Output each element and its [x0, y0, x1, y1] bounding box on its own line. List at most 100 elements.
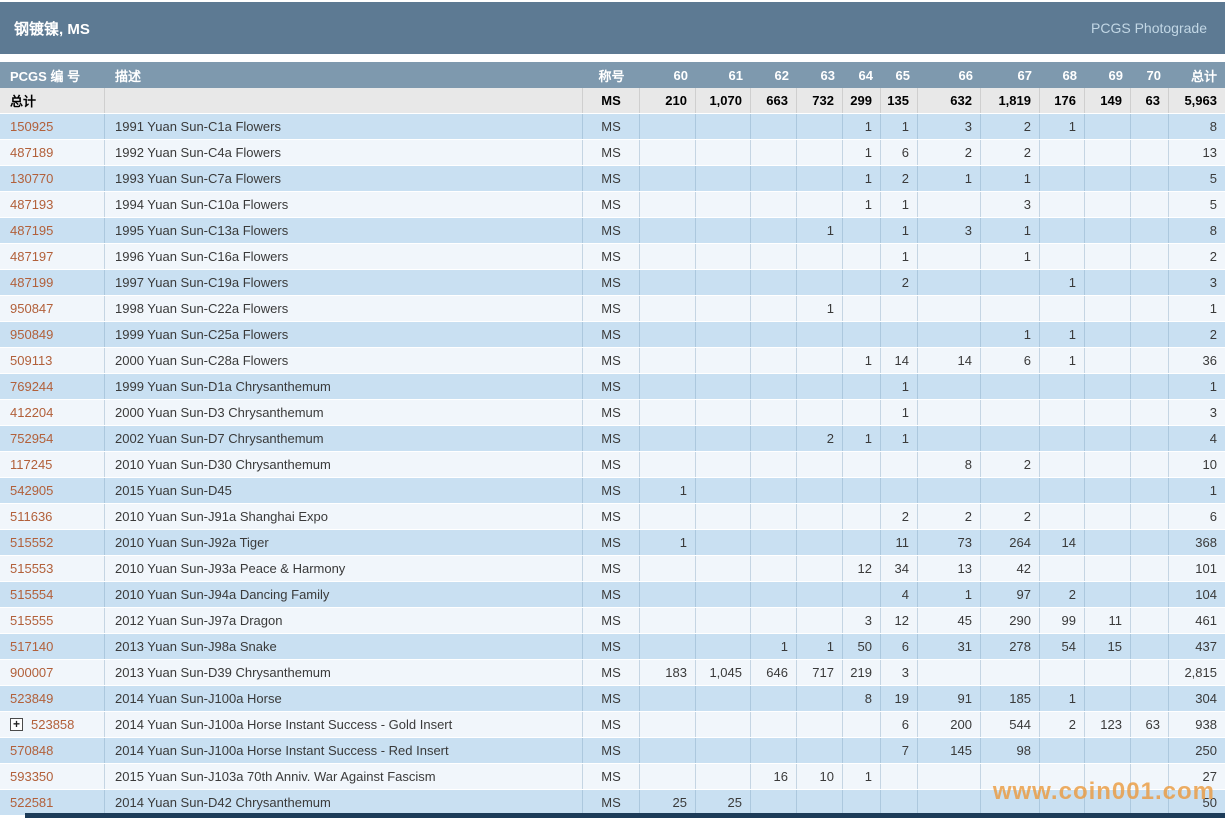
designation-cell: MS [583, 478, 640, 503]
pcgs-number-link[interactable]: 487199 [10, 275, 54, 290]
totals-grade-63: 732 [797, 88, 843, 113]
pcgs-number-cell: 487195 [0, 218, 105, 243]
grade-cell-63: 1 [797, 218, 843, 243]
grade-cell-69 [1085, 140, 1131, 165]
pcgs-number-link[interactable]: 515555 [10, 613, 54, 628]
pcgs-number-link[interactable]: 412204 [10, 405, 54, 420]
grade-cell-62 [751, 374, 797, 399]
pcgs-number-link[interactable]: 150925 [10, 119, 54, 134]
designation-cell: MS [583, 244, 640, 269]
designation-cell: MS [583, 114, 640, 139]
grade-cell-68 [1040, 504, 1085, 529]
grade-cell-68: 1 [1040, 114, 1085, 139]
grade-cell-69 [1085, 400, 1131, 425]
pcgs-number-link[interactable]: 487197 [10, 249, 54, 264]
pcgs-number-link[interactable]: 900007 [10, 665, 54, 680]
grade-cell-63 [797, 530, 843, 555]
grade-cell-61 [696, 140, 751, 165]
pcgs-number-cell: 593350 [0, 764, 105, 789]
pcgs-number-cell: 487199 [0, 270, 105, 295]
grade-cell-64 [843, 478, 881, 503]
grade-cell-66: 13 [918, 556, 981, 581]
table-row: 487195 1995 Yuan Sun-C13a Flowers MS 1 1 3 1 8 [0, 218, 1225, 244]
grade-cell-62 [751, 712, 797, 737]
grade-cell-64: 1 [843, 348, 881, 373]
grade-cell-64 [843, 452, 881, 477]
designation-cell: MS [583, 790, 640, 815]
grade-cell-61 [696, 322, 751, 347]
pcgs-number-link[interactable]: 487195 [10, 223, 54, 238]
grade-cell-65: 1 [881, 218, 918, 243]
pcgs-number-link[interactable]: 515552 [10, 535, 54, 550]
grade-cell-61 [696, 244, 751, 269]
pcgs-number-cell: 515552 [0, 530, 105, 555]
grade-cell-63 [797, 400, 843, 425]
grade-cell-60: 1 [640, 478, 696, 503]
grade-cell-68 [1040, 400, 1085, 425]
pcgs-number-link[interactable]: 117245 [10, 457, 53, 472]
photograde-link[interactable]: PCGS Photograde [1091, 20, 1207, 36]
grade-cell-62 [751, 296, 797, 321]
table-row: +523858 2014 Yuan Sun-J100a Horse Instant… [0, 712, 1225, 738]
grade-cell-60 [640, 270, 696, 295]
pcgs-number-link[interactable]: 515553 [10, 561, 54, 576]
grade-cell-67 [981, 374, 1040, 399]
grade-cell-69 [1085, 192, 1131, 217]
grade-cell-63 [797, 270, 843, 295]
pcgs-number-link[interactable]: 487189 [10, 145, 54, 160]
pcgs-number-link[interactable]: 511636 [10, 509, 53, 524]
grade-cell-65: 12 [881, 608, 918, 633]
grade-cell-60 [640, 686, 696, 711]
pcgs-number-link[interactable]: 542905 [10, 483, 54, 498]
row-total-cell: 2 [1209, 327, 1217, 342]
grade-cell-61 [696, 764, 751, 789]
totals-label: 总计 [0, 88, 105, 113]
grade-cell-70 [1131, 530, 1169, 555]
col-header-designation: 称号 [598, 68, 625, 84]
col-header-total: 总计 [1190, 68, 1217, 84]
pcgs-number-link[interactable]: 570848 [10, 743, 54, 758]
grade-cell-63 [797, 244, 843, 269]
grade-cell-61 [696, 374, 751, 399]
grade-cell-68: 14 [1040, 530, 1085, 555]
grade-cell-60 [640, 192, 696, 217]
row-total-cell: 2 [1209, 249, 1217, 264]
pcgs-number-link[interactable]: 515554 [10, 587, 54, 602]
grade-cell-64 [843, 530, 881, 555]
pcgs-number-link[interactable]: 517140 [10, 639, 54, 654]
grade-cell-60 [640, 556, 696, 581]
grade-cell-69 [1085, 374, 1131, 399]
grade-cell-62 [751, 426, 797, 451]
table-row: 487197 1996 Yuan Sun-C16a Flowers MS 1 1 2 [0, 244, 1225, 270]
pcgs-number-link[interactable]: 752954 [10, 431, 54, 446]
pcgs-number-link[interactable]: 769244 [10, 379, 54, 394]
pcgs-number-link[interactable]: 950849 [10, 327, 54, 342]
grade-cell-61 [696, 296, 751, 321]
grade-cell-61 [696, 348, 751, 373]
pcgs-number-link[interactable]: 523858 [31, 717, 75, 732]
designation-cell: MS [583, 218, 640, 243]
totals-grade-68: 176 [1040, 88, 1085, 113]
grade-cell-67 [981, 790, 1040, 815]
pcgs-number-link[interactable]: 522581 [10, 795, 54, 810]
grade-cell-67: 290 [981, 608, 1040, 633]
grade-cell-64 [843, 504, 881, 529]
pcgs-number-link[interactable]: 487193 [10, 197, 54, 212]
grade-cell-60 [640, 452, 696, 477]
pcgs-number-link[interactable]: 950847 [10, 301, 54, 316]
table-row: 412204 2000 Yuan Sun-D3 Chrysanthemum MS 1 3 [0, 400, 1225, 426]
coin-description: 2000 Yuan Sun-D3 Chrysanthemum [105, 400, 583, 425]
expand-icon[interactable]: + [10, 718, 23, 731]
designation-cell: MS [583, 738, 640, 763]
pcgs-number-link[interactable]: 593350 [10, 769, 54, 784]
grade-cell-60 [640, 634, 696, 659]
grade-cell-70 [1131, 400, 1169, 425]
grade-cell-70 [1131, 374, 1169, 399]
pcgs-number-link[interactable]: 509113 [10, 353, 53, 368]
grade-cell-69 [1085, 348, 1131, 373]
col-header-grade-62: 62 [774, 67, 789, 83]
pcgs-number-link[interactable]: 130770 [10, 171, 54, 186]
pcgs-number-link[interactable]: 523849 [10, 691, 54, 706]
totals-total: 5,963 [1184, 93, 1217, 108]
grade-cell-61 [696, 504, 751, 529]
